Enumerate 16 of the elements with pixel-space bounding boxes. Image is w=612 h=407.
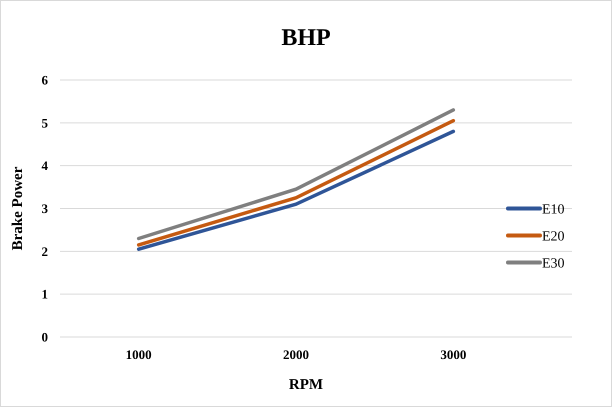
chart-title: BHP [281,25,331,51]
legend-label: E20 [542,229,565,244]
y-tick-label: 1 [42,286,48,302]
x-tick-label: 2000 [283,347,309,362]
y-tick-label: 0 [42,330,48,345]
y-tick-label: 4 [42,158,48,174]
x-tick-label: 1000 [126,347,152,362]
x-tick-label: 3000 [440,347,466,362]
x-axis-title: RPM [288,377,324,393]
y-tick-label: 6 [42,72,48,88]
legend-label: E10 [542,202,565,218]
y-tick-label: 5 [42,115,48,130]
legend-label: E30 [542,256,565,272]
y-tick-label: 2 [42,244,48,259]
y-tick-label: 3 [42,201,48,216]
y-axis-title: Brake Power [10,166,26,250]
